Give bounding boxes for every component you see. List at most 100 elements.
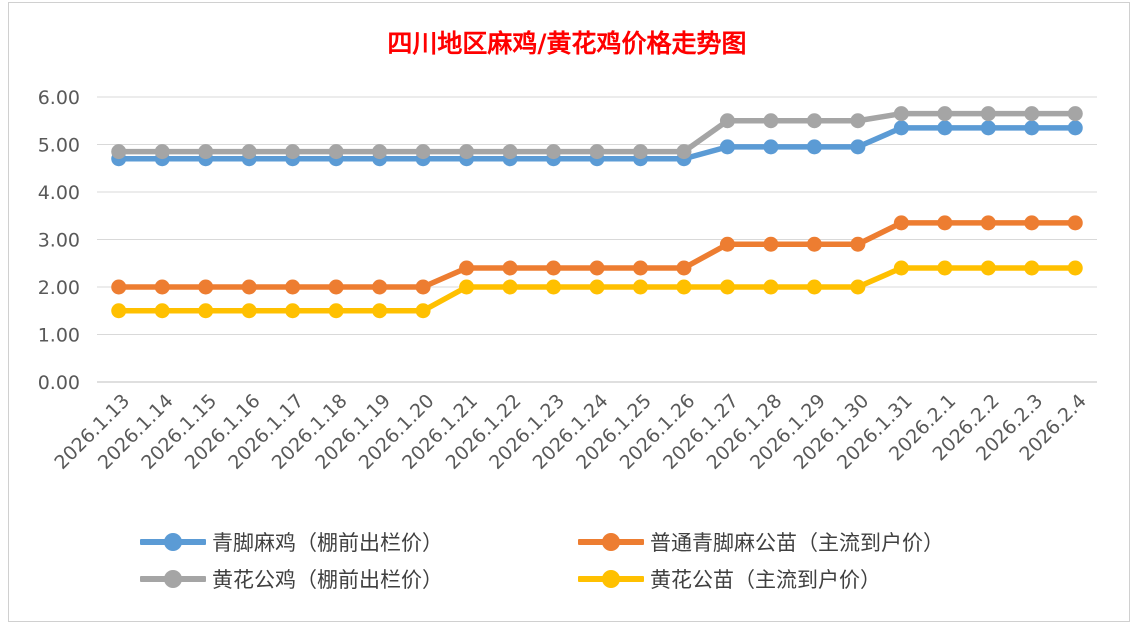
data-point bbox=[937, 120, 953, 136]
data-point bbox=[111, 303, 127, 319]
data-point bbox=[1024, 215, 1040, 231]
data-point bbox=[241, 144, 257, 160]
legend-dot bbox=[602, 570, 620, 588]
data-point bbox=[372, 303, 388, 319]
data-point bbox=[937, 215, 953, 231]
data-point bbox=[676, 144, 692, 160]
data-point bbox=[372, 144, 388, 160]
y-tick-label: 6.00 bbox=[38, 87, 80, 109]
data-point bbox=[806, 139, 822, 155]
data-point bbox=[1067, 215, 1083, 231]
data-point bbox=[1067, 106, 1083, 122]
data-point bbox=[502, 279, 518, 295]
data-point bbox=[502, 144, 518, 160]
data-point bbox=[893, 260, 909, 276]
data-point bbox=[198, 279, 214, 295]
chart-legend: 青脚麻鸡（棚前出栏价） 普通青脚麻公苗（主流到户价） 黄花公鸡（棚前出栏价） 黄… bbox=[140, 526, 1040, 600]
data-point bbox=[632, 260, 648, 276]
data-point bbox=[241, 279, 257, 295]
data-point bbox=[850, 236, 866, 252]
data-point bbox=[806, 236, 822, 252]
data-point bbox=[415, 144, 431, 160]
data-point bbox=[546, 260, 562, 276]
data-point bbox=[806, 113, 822, 129]
data-point bbox=[1067, 260, 1083, 276]
legend-item-series-1[interactable]: 青脚麻鸡（棚前出栏价） bbox=[140, 526, 443, 558]
data-point bbox=[850, 279, 866, 295]
data-point bbox=[850, 113, 866, 129]
data-point bbox=[111, 279, 127, 295]
data-point bbox=[372, 279, 388, 295]
y-tick-label: 3.00 bbox=[38, 230, 80, 252]
data-point bbox=[893, 120, 909, 136]
y-tick-label: 1.00 bbox=[38, 325, 80, 347]
legend-item-series-2[interactable]: 普通青脚麻公苗（主流到户价） bbox=[578, 526, 944, 558]
data-point bbox=[589, 279, 605, 295]
data-point bbox=[241, 303, 257, 319]
data-point bbox=[719, 279, 735, 295]
legend-dot bbox=[164, 533, 182, 551]
data-point bbox=[459, 144, 475, 160]
data-point bbox=[546, 279, 562, 295]
data-point bbox=[198, 303, 214, 319]
data-point bbox=[806, 279, 822, 295]
data-point bbox=[719, 236, 735, 252]
data-point bbox=[328, 303, 344, 319]
data-point bbox=[154, 279, 170, 295]
data-point bbox=[676, 279, 692, 295]
data-point bbox=[850, 139, 866, 155]
legend-marker bbox=[140, 526, 206, 558]
y-tick-label: 0.00 bbox=[38, 372, 80, 394]
data-point bbox=[719, 139, 735, 155]
data-point bbox=[632, 279, 648, 295]
data-point bbox=[1024, 260, 1040, 276]
data-point bbox=[459, 279, 475, 295]
data-point bbox=[285, 279, 301, 295]
data-point bbox=[763, 139, 779, 155]
y-tick-label: 5.00 bbox=[38, 135, 80, 157]
legend-label: 普通青脚麻公苗（主流到户价） bbox=[650, 531, 944, 555]
legend-item-series-4[interactable]: 黄花公苗（主流到户价） bbox=[578, 563, 881, 595]
series-line-2 bbox=[115, 220, 1079, 290]
gridlines bbox=[97, 96, 1097, 383]
data-point bbox=[763, 113, 779, 129]
chart-title: 四川地区麻鸡/黄花鸡价格走势图 bbox=[387, 29, 747, 58]
data-point bbox=[893, 106, 909, 122]
legend-label: 黄花公苗（主流到户价） bbox=[650, 568, 881, 592]
data-point bbox=[980, 120, 996, 136]
y-tick-label: 4.00 bbox=[38, 182, 80, 204]
data-point bbox=[154, 303, 170, 319]
data-point bbox=[1024, 120, 1040, 136]
data-point bbox=[285, 144, 301, 160]
legend-label: 青脚麻鸡（棚前出栏价） bbox=[212, 531, 443, 555]
legend-marker bbox=[578, 526, 644, 558]
data-point bbox=[285, 303, 301, 319]
x-axis-ticks: 2026.1.132026.1.142026.1.152026.1.162026… bbox=[50, 390, 1090, 474]
legend-dot bbox=[164, 570, 182, 588]
data-point bbox=[198, 144, 214, 160]
data-point bbox=[1067, 120, 1083, 136]
data-point bbox=[459, 260, 475, 276]
data-point bbox=[719, 113, 735, 129]
y-axis-ticks: 0.00 1.00 2.00 3.00 4.00 5.00 6.00 bbox=[38, 87, 80, 394]
data-point bbox=[937, 106, 953, 122]
legend-item-series-3[interactable]: 黄花公鸡（棚前出栏价） bbox=[140, 563, 443, 595]
data-point bbox=[546, 144, 562, 160]
data-point bbox=[589, 260, 605, 276]
data-point bbox=[763, 236, 779, 252]
legend-marker bbox=[140, 563, 206, 595]
data-point bbox=[763, 279, 779, 295]
data-point bbox=[1024, 106, 1040, 122]
data-point bbox=[980, 215, 996, 231]
data-point bbox=[328, 144, 344, 160]
data-point bbox=[676, 260, 692, 276]
legend-dot bbox=[602, 533, 620, 551]
legend-marker bbox=[578, 563, 644, 595]
data-point bbox=[154, 144, 170, 160]
data-point bbox=[589, 144, 605, 160]
data-point bbox=[632, 144, 648, 160]
data-point bbox=[980, 106, 996, 122]
data-point bbox=[328, 279, 344, 295]
legend-label: 黄花公鸡（棚前出栏价） bbox=[212, 568, 443, 592]
